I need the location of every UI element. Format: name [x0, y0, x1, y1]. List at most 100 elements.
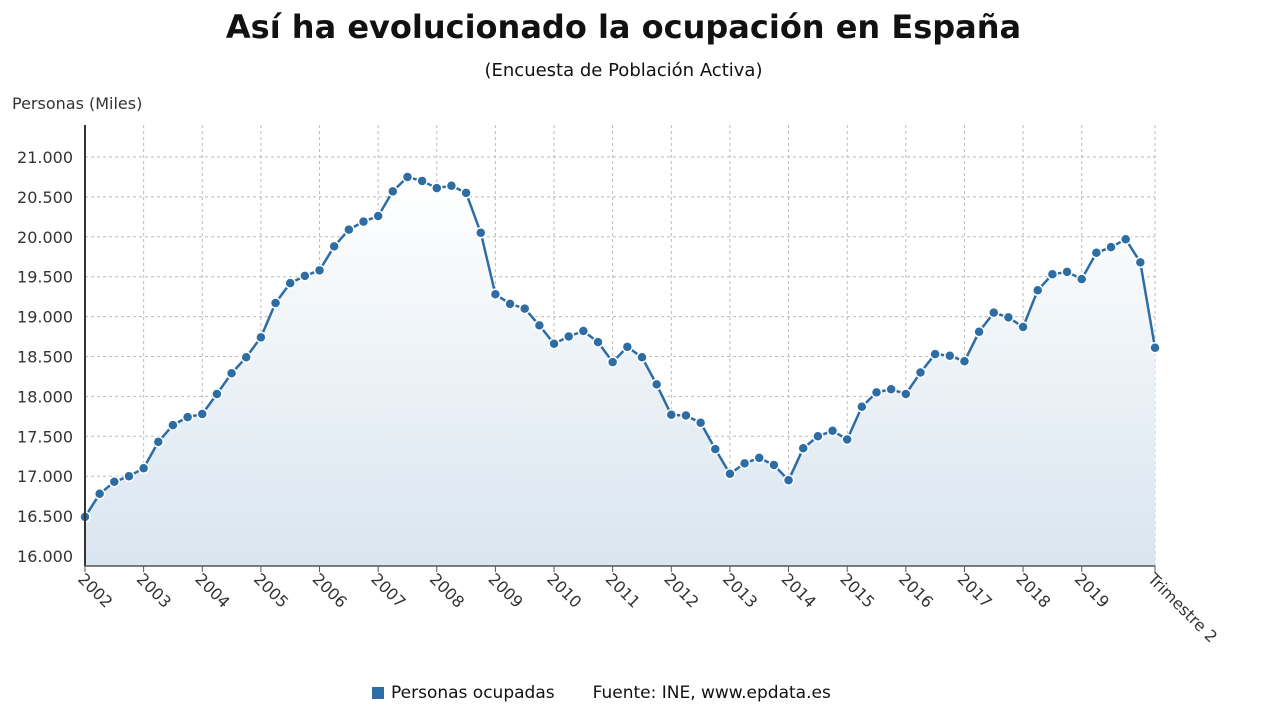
- legend-item: Personas ocupadas: [391, 683, 555, 703]
- y-tick-label: 19.500: [17, 268, 73, 287]
- data-point: [108, 476, 121, 488]
- y-tick-label: 19.000: [17, 308, 73, 327]
- data-point: [299, 270, 311, 282]
- data-point: [606, 356, 619, 368]
- data-point: [944, 349, 956, 362]
- data-point: [636, 351, 648, 364]
- data-point: [137, 462, 150, 474]
- data-point: [738, 457, 751, 470]
- x-tick-label: 2016: [895, 569, 937, 611]
- data-point: [269, 297, 282, 309]
- data-point: [724, 468, 736, 480]
- x-tick-label: 2019: [1071, 569, 1113, 611]
- x-tick-label: 2018: [1012, 569, 1054, 611]
- data-point: [782, 474, 795, 486]
- data-point: [1090, 247, 1103, 259]
- legend: Personas ocupadas Fuente: INE, www.epdat…: [372, 683, 831, 703]
- data-point: [562, 330, 575, 343]
- data-point: [240, 351, 252, 364]
- x-tick-label: 2012: [660, 569, 702, 611]
- data-point: [225, 367, 238, 380]
- data-point: [592, 336, 604, 348]
- x-tick-label: 2005: [250, 569, 292, 611]
- data-point: [841, 433, 853, 446]
- data-point: [284, 277, 296, 289]
- data-point: [313, 264, 326, 277]
- y-tick-label: 21.000: [17, 148, 73, 167]
- y-tick-label: 17.000: [17, 467, 73, 486]
- data-point: [152, 436, 165, 448]
- data-point: [694, 416, 707, 429]
- x-tick-label: 2002: [74, 569, 116, 611]
- data-point: [181, 411, 194, 423]
- x-tick-label: 2013: [719, 569, 761, 611]
- data-point: [328, 240, 340, 253]
- data-point: [533, 319, 546, 332]
- legend-swatch: [372, 687, 384, 699]
- x-tick-label: 2009: [485, 569, 527, 611]
- data-point: [973, 326, 985, 338]
- data-point: [123, 470, 135, 482]
- data-point: [988, 306, 1000, 319]
- data-point: [475, 227, 487, 239]
- x-tick-label: 2007: [367, 569, 409, 611]
- data-point: [1017, 321, 1029, 333]
- x-tick-label: Trimestre 2: [1143, 569, 1221, 647]
- data-point: [958, 355, 971, 368]
- data-point: [1031, 284, 1044, 297]
- x-tick-label: 2006: [309, 569, 351, 611]
- data-point: [1075, 273, 1088, 285]
- data-point: [870, 386, 883, 399]
- y-tick-label: 17.500: [17, 427, 73, 446]
- chart-subtitle: (Encuesta de Población Activa): [484, 60, 763, 81]
- x-tick-label: 2017: [954, 569, 996, 611]
- data-point: [431, 182, 443, 194]
- y-tick-label: 18.000: [17, 387, 73, 406]
- chart-title: Así ha evolucionado la ocupación en Espa…: [225, 8, 1022, 46]
- data-point: [357, 215, 370, 228]
- data-point: [914, 366, 927, 379]
- data-point: [167, 419, 179, 431]
- data-point: [1119, 233, 1132, 245]
- data-point: [343, 223, 355, 236]
- y-tick-label: 20.500: [17, 188, 73, 207]
- data-point: [504, 298, 516, 310]
- data-point: [1046, 268, 1059, 281]
- data-point: [621, 341, 634, 353]
- data-point: [826, 424, 839, 437]
- data-point: [548, 337, 560, 350]
- data-point: [93, 488, 106, 500]
- area-fill: [85, 177, 1155, 566]
- data-point: [1002, 311, 1015, 324]
- y-tick-label: 16.000: [17, 547, 73, 566]
- data-point: [387, 185, 399, 198]
- data-point: [372, 210, 384, 222]
- data-point: [255, 331, 267, 344]
- y-tick-label: 20.000: [17, 228, 73, 247]
- data-point: [709, 443, 722, 455]
- x-tick-label: 2008: [426, 569, 468, 611]
- x-tick-label: 2015: [836, 569, 878, 611]
- x-tick-label: 2010: [543, 569, 585, 611]
- data-point: [1134, 256, 1147, 269]
- data-point: [1105, 241, 1117, 253]
- data-point: [577, 325, 590, 337]
- data-point: [650, 378, 663, 391]
- data-point: [812, 430, 824, 443]
- y-tick-label: 16.500: [17, 507, 73, 526]
- x-tick-label: 2011: [602, 569, 644, 611]
- data-point: [211, 388, 223, 400]
- data-point: [885, 383, 897, 395]
- data-point: [929, 348, 941, 360]
- source-note: Fuente: INE, www.epdata.es: [592, 683, 831, 703]
- data-point: [489, 288, 502, 301]
- data-point: [900, 388, 912, 400]
- data-point: [1061, 266, 1073, 278]
- data-point: [196, 408, 209, 420]
- data-point: [1149, 341, 1161, 354]
- data-point: [856, 401, 868, 413]
- data-point: [518, 302, 531, 315]
- x-tick-label: 2003: [133, 569, 175, 611]
- data-point: [416, 175, 428, 187]
